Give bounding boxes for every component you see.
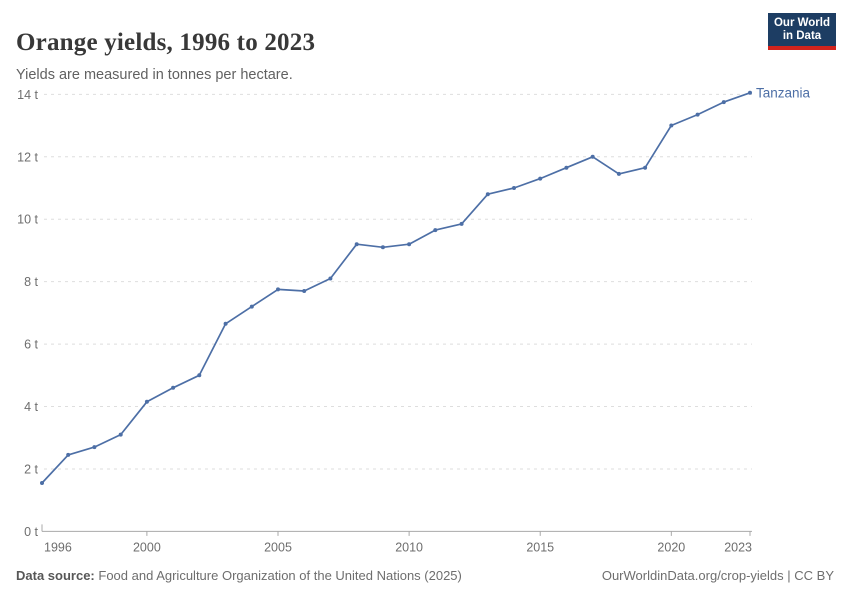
data-point-marker bbox=[695, 112, 700, 117]
data-point-marker bbox=[407, 242, 412, 247]
data-point-marker bbox=[564, 165, 569, 170]
data-source-text: Food and Agriculture Organization of the… bbox=[98, 568, 462, 583]
x-axis-tick-label: 1996 bbox=[44, 540, 72, 554]
data-point-marker bbox=[459, 221, 464, 226]
data-point-marker bbox=[354, 242, 359, 247]
data-point-marker bbox=[590, 154, 595, 159]
page-subtitle: Yields are measured in tonnes per hectar… bbox=[16, 66, 293, 83]
data-point-marker bbox=[721, 100, 726, 105]
x-axis-tick-label: 2015 bbox=[526, 540, 554, 554]
data-point-marker bbox=[40, 481, 44, 485]
data-source-label: Data source: bbox=[16, 568, 95, 583]
data-point-marker bbox=[92, 445, 97, 450]
x-axis-tick-label: 2020 bbox=[657, 540, 685, 554]
owid-logo-line2: in Data bbox=[782, 29, 822, 42]
data-point-marker bbox=[302, 289, 307, 293]
y-axis-tick-label: 2 t bbox=[24, 462, 38, 476]
y-axis-tick-label: 6 t bbox=[24, 338, 38, 352]
y-axis-tick-label: 12 t bbox=[17, 150, 38, 164]
y-axis-tick-label: 14 t bbox=[17, 88, 38, 102]
data-point-marker bbox=[748, 90, 752, 95]
data-point-marker bbox=[249, 304, 254, 309]
page-title: Orange yields, 1996 to 2023 bbox=[16, 28, 316, 56]
data-point-marker bbox=[197, 373, 202, 378]
owid-logo-line1: Our World bbox=[773, 16, 830, 29]
data-point-marker bbox=[328, 276, 333, 281]
y-axis-tick-label: 8 t bbox=[24, 275, 38, 289]
credit-link: OurWorldinData.org/crop-yields | CC BY bbox=[601, 568, 834, 583]
x-axis-tick-label: 2023 bbox=[724, 540, 752, 554]
owid-logo[interactable]: Our World in Data bbox=[768, 13, 836, 50]
data-point-marker bbox=[512, 186, 516, 190]
data-point-marker bbox=[616, 171, 621, 176]
data-point-marker bbox=[144, 399, 149, 404]
data-point-marker bbox=[171, 385, 176, 390]
data-point-marker bbox=[433, 228, 438, 233]
data-source: Data source: Food and Agriculture Organi… bbox=[16, 568, 462, 583]
x-axis-tick-label: 2005 bbox=[264, 540, 292, 554]
x-axis-tick-label: 2010 bbox=[395, 540, 423, 554]
data-point-marker bbox=[276, 287, 280, 292]
series-end-label: Tanzania bbox=[756, 85, 811, 100]
data-point-marker bbox=[223, 321, 228, 326]
y-axis-tick-label: 0 t bbox=[24, 525, 38, 539]
data-point-marker bbox=[66, 452, 71, 457]
data-point-marker bbox=[380, 245, 385, 250]
data-point-marker bbox=[643, 165, 648, 170]
chart-footer: Data source: Food and Agriculture Organi… bbox=[16, 568, 834, 583]
y-axis-tick-label: 10 t bbox=[17, 213, 38, 227]
data-point-marker bbox=[538, 176, 543, 181]
y-axis-tick-label: 4 t bbox=[24, 400, 38, 414]
data-point-marker bbox=[669, 123, 674, 128]
data-point-marker bbox=[118, 432, 123, 437]
data-point-marker bbox=[485, 192, 490, 197]
series-line bbox=[41, 91, 751, 484]
x-axis-tick-label: 2000 bbox=[133, 540, 161, 554]
